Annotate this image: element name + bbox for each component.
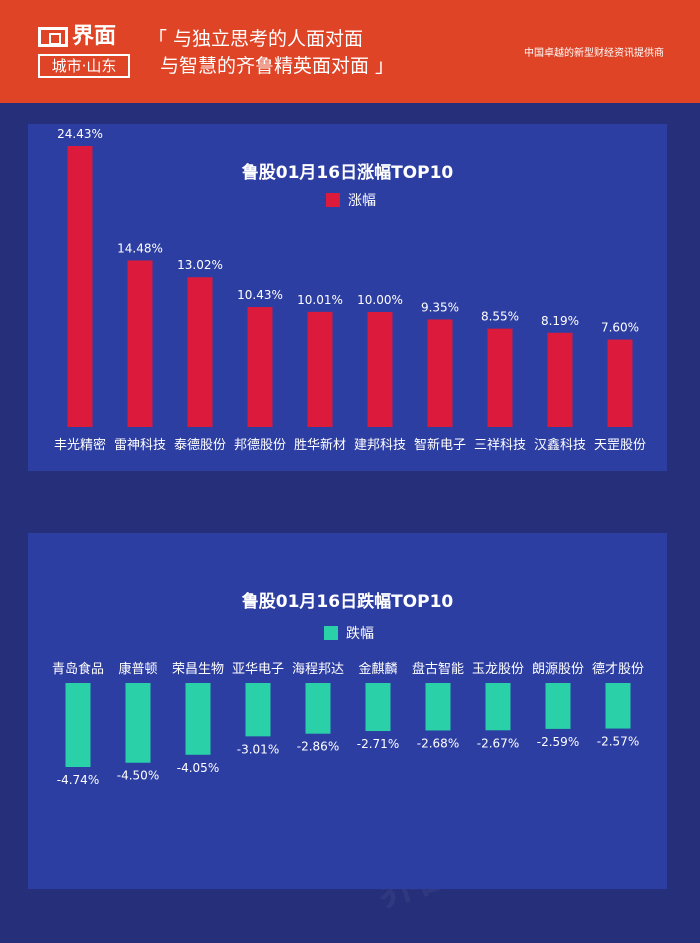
fall-bar xyxy=(245,683,271,737)
rise-bar xyxy=(427,319,453,427)
rise-bar xyxy=(187,277,213,427)
logo-text: 界面 xyxy=(72,24,117,49)
fall-bar xyxy=(305,683,331,734)
fall-bar xyxy=(485,683,511,731)
rise-bar xyxy=(547,332,573,427)
rise-bar xyxy=(607,339,633,427)
fall-bar-value-label: -4.74% xyxy=(57,773,99,787)
rise-bar xyxy=(367,311,393,427)
fall-category-label: 德才股份 xyxy=(592,662,644,677)
fall-bar-value-label: -2.57% xyxy=(597,735,639,749)
rise-bar-value-label: 7.60% xyxy=(601,321,639,335)
fall-bar-value-label: -2.86% xyxy=(297,740,339,754)
slogan: 「 与独立思考的人面对面 与智慧的齐鲁精英面对面 」 xyxy=(148,26,394,80)
fall-legend-swatch xyxy=(324,626,338,640)
rise-chart-legend: 涨幅 xyxy=(326,190,376,210)
logo-subtext: 城市·山东 xyxy=(38,54,130,78)
rise-bar-value-label: 10.01% xyxy=(297,293,343,307)
rise-bar xyxy=(127,260,153,427)
fall-bar-value-label: -3.01% xyxy=(237,742,279,756)
rise-bar-value-label: 13.02% xyxy=(177,258,223,272)
rise-bar xyxy=(487,328,513,427)
fall-bar-value-label: -4.05% xyxy=(177,761,219,775)
rise-category-label: 建邦科技 xyxy=(354,438,406,453)
fall-bar xyxy=(65,683,91,767)
rise-bar-value-label: 10.43% xyxy=(237,288,283,302)
fall-bar-value-label: -4.50% xyxy=(117,769,159,783)
rise-category-label: 丰光精密 xyxy=(54,437,106,453)
fall-category-label: 海程邦达 xyxy=(292,662,344,677)
fall-bar xyxy=(545,683,571,729)
rise-category-label: 胜华新材 xyxy=(294,437,346,453)
fall-bar xyxy=(185,683,211,755)
fall-legend-label: 跌幅 xyxy=(346,626,374,642)
rise-bar-value-label: 8.19% xyxy=(541,314,579,328)
fall-bar xyxy=(365,683,391,732)
fall-bar-value-label: -2.59% xyxy=(537,735,579,749)
fall-bar xyxy=(125,683,151,763)
rise-category-label: 邦德股份 xyxy=(234,438,286,453)
brand-logo: 界面 城市·山东 xyxy=(38,24,130,78)
rise-category-label: 泰德股份 xyxy=(174,438,226,453)
fall-bar xyxy=(425,683,451,731)
rise-bar-value-label: 10.00% xyxy=(357,293,403,307)
rise-category-label: 汉鑫科技 xyxy=(534,437,586,453)
fall-category-label: 金麒麟 xyxy=(358,661,397,677)
rise-bar xyxy=(67,146,93,427)
rise-legend-label: 涨幅 xyxy=(348,193,376,209)
rise-bar-value-label: 14.48% xyxy=(117,241,163,255)
fall-bar-value-label: -2.67% xyxy=(477,736,519,750)
header-banner: 界面 城市·山东 「 与独立思考的人面对面 与智慧的齐鲁精英面对面 」 中国卓越… xyxy=(0,0,700,103)
rise-legend-swatch xyxy=(326,193,340,207)
tagline: 中国卓越的新型财经资讯提供商 xyxy=(524,48,664,59)
rise-category-label: 三祥科技 xyxy=(474,438,526,453)
fall-category-label: 青岛食品 xyxy=(52,661,104,677)
fall-chart-title: 鲁股01月16日跌幅TOP10 xyxy=(241,592,454,612)
rise-chart-title: 鲁股01月16日涨幅TOP10 xyxy=(241,163,454,183)
slogan-line-2: 与智慧的齐鲁精英面对面 」 xyxy=(160,55,395,77)
rise-chart-panel: 鲁股01月16日涨幅TOP10 涨幅 24.43% 丰光精密 14.48% 雷神科技 1… xyxy=(28,124,667,471)
fall-category-label: 康普顿 xyxy=(118,661,157,677)
logo-mark-icon xyxy=(38,27,68,47)
fall-category-label: 荣昌生物 xyxy=(172,662,224,677)
fall-category-label: 玉龙股份 xyxy=(472,662,524,677)
rise-category-label: 雷神科技 xyxy=(114,438,166,453)
fall-category-label: 朗源股份 xyxy=(532,662,584,677)
slogan-line-1: 「 与独立思考的人面对面 xyxy=(148,28,364,50)
rise-category-label: 智新电子 xyxy=(414,437,466,453)
fall-bar-value-label: -2.68% xyxy=(417,736,459,750)
fall-chart-panel: 鲁股01月16日跌幅TOP10 跌幅 青岛食品 -4.74% 康普顿 -4.50% 荣昌… xyxy=(28,533,667,889)
rise-bar-value-label: 8.55% xyxy=(481,310,519,324)
fall-bar xyxy=(605,683,631,729)
fall-category-label: 盘古智能 xyxy=(412,661,464,677)
fall-bar-chart: 青岛食品 -4.74% 康普顿 -4.50% 荣昌生物 -4.05% 亚华电子 -3.01% 海… xyxy=(52,661,644,787)
rise-bar xyxy=(307,311,333,427)
rise-bar-chart: 24.43% 丰光精密 14.48% 雷神科技 13.02% 泰德股份 10.43% 邦德股份… xyxy=(54,127,646,453)
fall-category-label: 亚华电子 xyxy=(232,662,284,677)
rise-bar-value-label: 9.35% xyxy=(421,300,459,314)
rise-category-label: 天罡股份 xyxy=(594,438,646,453)
rise-bar-value-label: 24.43% xyxy=(57,127,103,141)
fall-chart-legend: 跌幅 xyxy=(324,623,374,643)
rise-bar xyxy=(247,307,273,427)
fall-bar-value-label: -2.71% xyxy=(357,737,399,751)
